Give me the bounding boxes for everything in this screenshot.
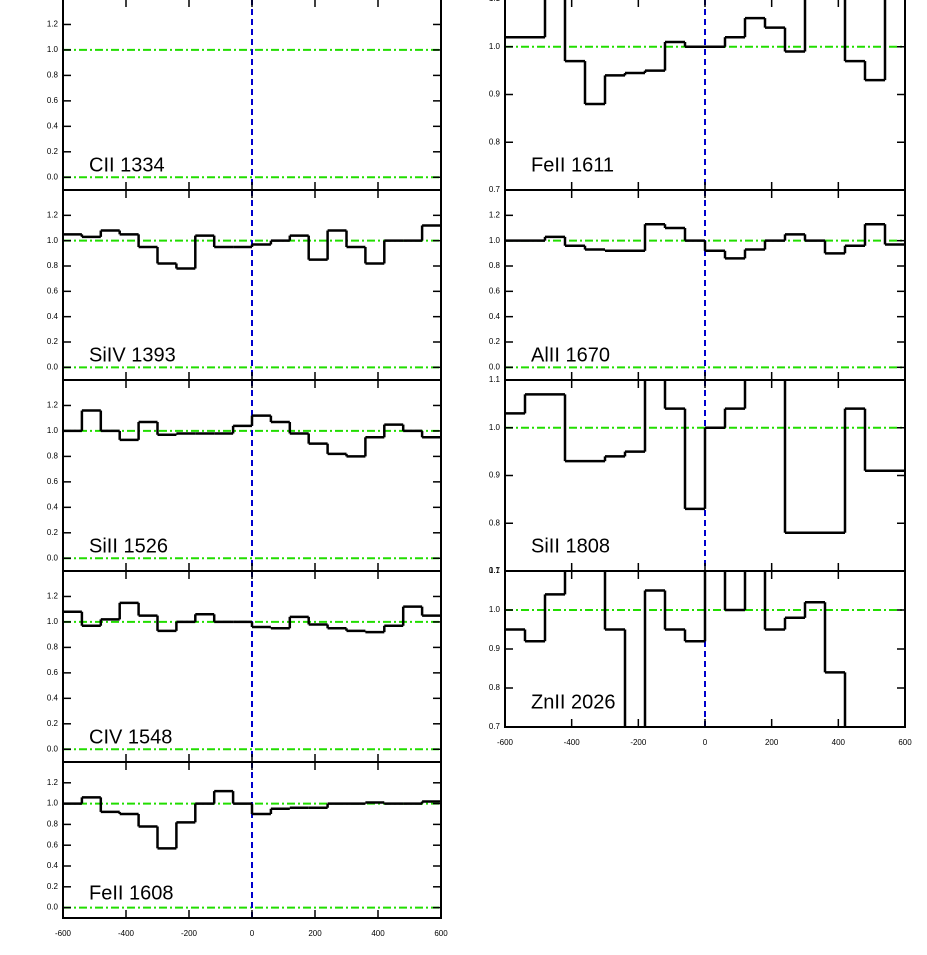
panel: 0.7 0.8 0.9 1.0 1.1 FeII 1611 [489,0,906,194]
panel: 0.0 0.2 0.4 0.6 0.8 1.0 1.2 CIV 1548 [47,570,442,763]
y-tick-label: 0.4 [47,861,59,870]
y-tick-label: 1.0 [489,236,501,245]
y-tick-label: 0.8 [47,261,59,270]
panel-label: FeII 1608 [89,882,174,904]
y-tick-label: 0.0 [47,903,59,912]
spectrum [505,571,847,727]
y-tick-label: 1.2 [47,401,59,410]
y-tick-label: 0.2 [47,528,59,537]
spectrum [63,789,441,850]
y-tick-label: 0.6 [47,477,59,486]
y-tick-label: 0.4 [47,693,59,702]
panel-label: CII 1334 [89,154,165,176]
x-tick-label: -200 [181,929,198,938]
panel-label: SiII 1526 [89,535,168,557]
y-tick-label: 0.8 [489,261,501,270]
panel: 0.7 0.8 0.9 1.0 1.1 SiII 1808 [489,375,906,575]
y-tick-label: 1.2 [47,778,59,787]
panel-label: AlII 1670 [531,344,610,366]
y-tick-label: 1.1 [489,566,501,575]
y-tick-label: 0.8 [47,452,59,461]
x-tick-label: -400 [118,929,135,938]
y-tick-label: 0.8 [489,683,501,692]
x-tick-label: -200 [630,738,647,747]
y-tick-label: 1.0 [489,42,501,51]
y-tick-label: 0.4 [47,502,59,511]
y-tick-label: 0.6 [47,96,59,105]
spectrum [63,601,441,634]
y-tick-label: 0.6 [47,286,59,295]
y-tick-label: 0.4 [489,312,501,321]
y-tick-label: 1.1 [489,375,501,384]
y-tick-label: 0.8 [47,643,59,652]
y-tick-label: 1.0 [47,236,59,245]
y-tick-label: 1.2 [489,210,501,219]
y-tick-label: 1.0 [47,799,59,808]
y-tick-label: 0.6 [489,286,501,295]
y-tick-label: 1.0 [489,605,501,614]
y-tick-label: 0.2 [47,337,59,346]
x-tick-label: -400 [564,738,581,747]
x-tick-label: 400 [832,738,846,747]
y-tick-label: 1.0 [47,45,59,54]
panel: 0.0 0.2 0.4 0.6 0.8 1.0 1.2 SiII 1526 [47,379,442,572]
panel-label: SiII 1808 [531,535,610,557]
y-tick-label: 0.0 [47,553,59,562]
y-tick-label: 1.2 [47,20,59,29]
y-tick-label: 0.6 [47,668,59,677]
y-tick-label: 0.9 [489,90,501,99]
y-tick-label: 0.4 [47,312,59,321]
panel: 0.0 0.2 0.4 0.6 0.8 1.0 1.2 AlII 1670 [489,189,906,381]
spectrum [505,222,905,260]
x-tick-label: 200 [765,738,779,747]
panel: 0.0 0.2 0.4 0.6 0.8 1.0 1.2 -600 -400 -200 0 200 400… [47,761,448,938]
spectrum [63,224,441,270]
y-tick-label: 1.0 [489,423,501,432]
y-tick-label: 0.0 [47,362,59,371]
x-tick-label: 600 [434,929,448,938]
x-tick-label: 600 [898,738,912,747]
y-tick-label: 0.2 [47,882,59,891]
y-tick-label: 1.1 [489,0,501,3]
y-tick-label: 0.0 [47,744,59,753]
spectrum [63,409,441,458]
x-tick-label: 0 [703,738,708,747]
y-tick-label: 0.0 [489,362,501,371]
y-tick-label: 0.9 [489,644,501,653]
panel-label: FeII 1611 [531,154,614,176]
panel: 0.7 0.8 0.9 1.0 1.1 -600 -400 -200 0 200 400 600 ZnI… [489,566,912,747]
y-tick-label: 0.8 [47,820,59,829]
y-tick-label: 0.2 [47,147,59,156]
x-tick-label: -600 [497,738,514,747]
panel: 0.0 0.2 0.4 0.6 0.8 1.0 1.2 CII 1334 [47,0,442,191]
y-tick-label: 0.8 [489,137,501,146]
x-tick-label: 0 [250,929,255,938]
panel: 0.0 0.2 0.4 0.6 0.8 1.0 1.2 SiIV 1393 [47,189,442,381]
y-tick-label: 0.7 [489,722,501,731]
y-tick-label: 0.7 [489,566,501,575]
panel-label: ZnII 2026 [531,691,616,713]
y-tick-label: 0.8 [489,518,501,527]
x-tick-label: 400 [371,929,385,938]
panel-label: CIV 1548 [89,726,172,748]
y-tick-label: 0.8 [47,71,59,80]
panel-label: SiIV 1393 [89,344,176,366]
y-tick-label: 0.2 [489,337,501,346]
y-tick-label: 0.4 [47,121,59,130]
y-tick-label: 1.0 [47,426,59,435]
y-tick-label: 1.2 [47,210,59,219]
y-tick-label: 0.7 [489,185,501,194]
y-tick-label: 0.9 [489,471,501,480]
spectrum [505,380,905,535]
spectrum [505,0,887,106]
x-tick-label: 200 [308,929,322,938]
y-tick-label: 1.2 [47,592,59,601]
y-tick-label: 0.2 [47,719,59,728]
y-tick-label: 0.6 [47,840,59,849]
y-tick-label: 0.0 [47,172,59,181]
x-tick-label: -600 [55,929,72,938]
y-tick-label: 1.0 [47,617,59,626]
